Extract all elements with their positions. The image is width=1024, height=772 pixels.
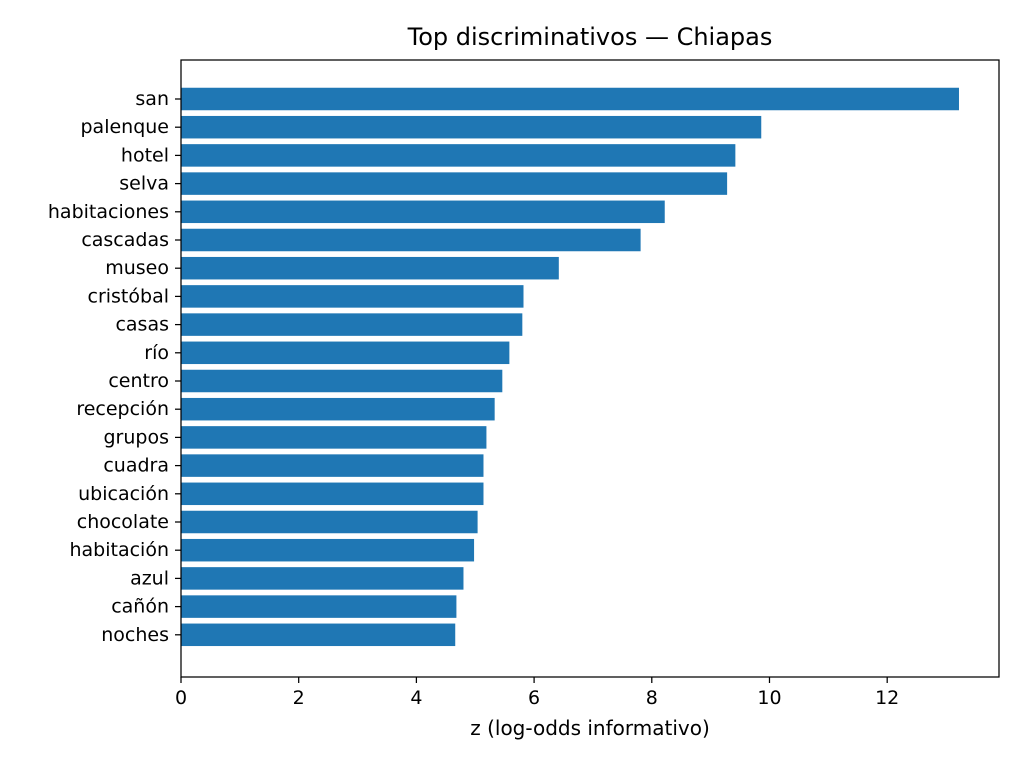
- y-tick-label-2: hotel: [121, 144, 169, 166]
- x-tick-label-0: 0: [175, 687, 187, 709]
- y-tick-label-1: palenque: [80, 116, 169, 138]
- bar-3: [181, 172, 728, 195]
- bar-7: [181, 285, 524, 308]
- y-tick-label-10: centro: [108, 370, 169, 392]
- bar-14: [181, 482, 484, 506]
- y-tick-label-15: chocolate: [77, 511, 169, 533]
- bar-0: [181, 87, 959, 111]
- x-tick-label-2: 4: [410, 687, 422, 709]
- plot-frame: [180, 59, 1000, 678]
- x-tick-label-6: 12: [875, 687, 899, 709]
- bar-4: [181, 200, 665, 224]
- x-tick-label-3: 6: [528, 687, 540, 709]
- bar-11: [181, 397, 495, 421]
- y-tick-label-16: habitación: [69, 539, 169, 561]
- x-tick-label-1: 2: [293, 687, 305, 709]
- bar-13: [181, 454, 484, 477]
- y-tick-label-9: río: [144, 342, 169, 364]
- bar-12: [181, 426, 487, 449]
- chart-title: Top discriminativos — Chiapas: [407, 23, 773, 51]
- x-axis-ticks: 0 2 4 6 8 10 12: [175, 677, 899, 709]
- y-tick-label-0: san: [135, 88, 169, 110]
- y-tick-label-18: cañón: [111, 596, 169, 618]
- y-tick-label-13: cuadra: [103, 455, 169, 477]
- y-axis-ticks: san palenque hotel selva habitaciones cascada…: [48, 88, 181, 646]
- y-tick-label-4: habitaciones: [48, 201, 169, 223]
- bar-10: [181, 369, 503, 393]
- bar-19: [181, 623, 456, 647]
- y-tick-label-17: azul: [130, 567, 169, 589]
- y-tick-label-3: selva: [119, 173, 169, 195]
- bars-group: [181, 87, 959, 647]
- x-axis-label: z (log-odds informativo): [470, 716, 710, 740]
- y-tick-label-5: cascadas: [81, 229, 169, 251]
- bar-1: [181, 115, 762, 139]
- y-tick-label-6: museo: [105, 257, 169, 279]
- bar-8: [181, 313, 523, 336]
- bar-9: [181, 341, 510, 365]
- bar-6: [181, 256, 559, 280]
- y-tick-label-14: ubicación: [78, 483, 169, 505]
- bar-5: [181, 228, 641, 252]
- bar-16: [181, 538, 475, 562]
- y-tick-label-11: recepción: [76, 398, 169, 420]
- x-tick-label-4: 8: [646, 687, 658, 709]
- y-tick-label-8: casas: [115, 314, 169, 336]
- bar-2: [181, 144, 736, 167]
- y-tick-label-7: cristóbal: [88, 285, 170, 307]
- bar-18: [181, 595, 457, 618]
- bar-15: [181, 510, 478, 534]
- y-tick-label-12: grupos: [104, 426, 170, 448]
- x-tick-label-5: 10: [757, 687, 781, 709]
- y-tick-label-19: noches: [101, 624, 169, 646]
- bar-17: [181, 567, 464, 590]
